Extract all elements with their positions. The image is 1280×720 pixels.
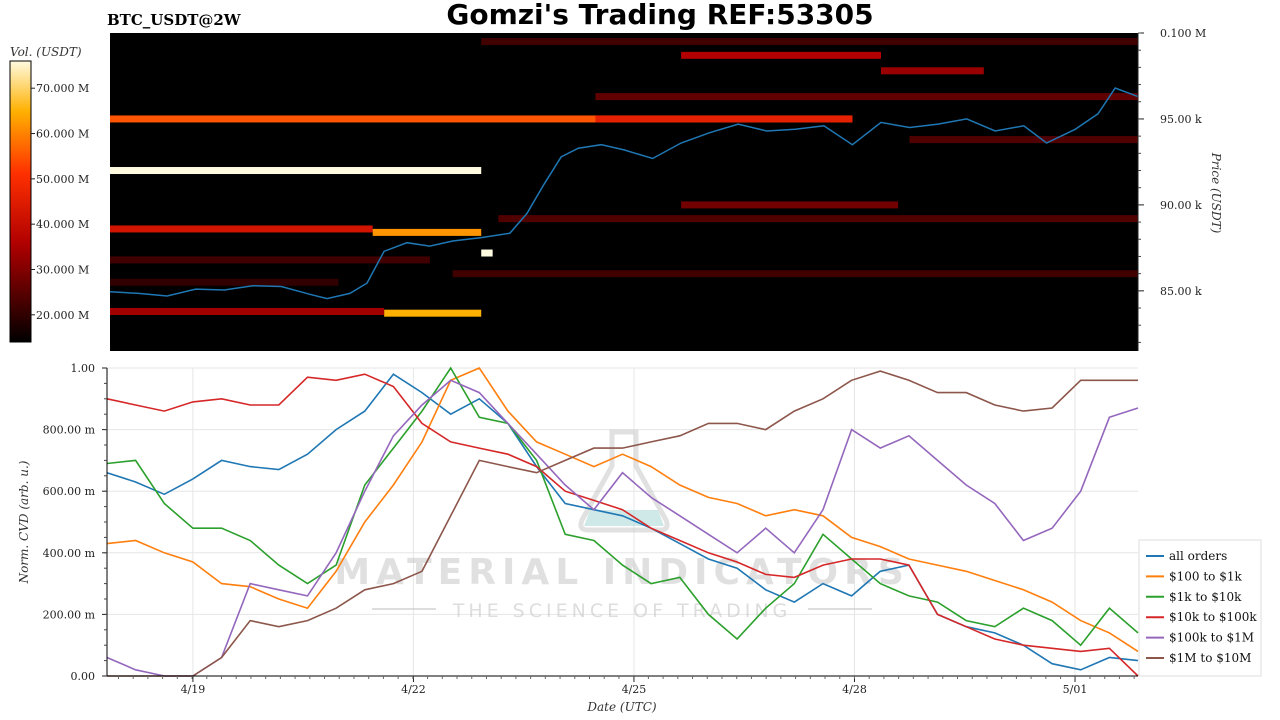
cvd-grid [107,367,1138,676]
heatmap-panel: 0.100 M 95.00 k 90.00 k 85.00 k [109,27,1206,351]
legend-label: $100 to $1k [1169,569,1242,583]
colorbar-tick-label: 70.000 M [36,82,89,95]
cvd-y-tick-label: 1.00 [71,362,96,375]
price-tick-label: 90.00 k [1160,199,1202,212]
symbol-label: BTC_USDT@2W [107,11,242,29]
price-line [109,87,1139,300]
heatmap-band [110,307,385,315]
colorbar-tick-label: 20.000 M [36,309,89,322]
legend: all orders $100 to $1k $1k to $10k $10k to … [1138,539,1262,677]
cvd-y-tick-label: 800.00 m [43,424,96,437]
cvd-x-tick-label: 4/28 [842,683,867,696]
cvd-lines [106,366,1139,677]
cvd-y-ticks: 0.00 200.00 m 400.00 m 600.00 m 800.00 m 1.00 [43,362,107,683]
watermark: MATERIAL INDICATORS THE SCIENCE OF TRADI… [334,429,904,622]
heatmap-band [881,67,984,75]
price-tick-label: 0.100 M [1160,27,1206,40]
colorbar-tick-label: 50.000 M [36,173,89,186]
cvd-x-ticks: 4/19 4/22 4/25 4/28 5/01 [117,676,1135,696]
heatmap-band [481,249,493,257]
legend-box [1138,539,1262,677]
colorbar-tick-label: 30.000 M [36,263,89,276]
heatmap-band [452,270,1139,278]
heatmap-bands [110,38,1139,317]
cvd-series-line [106,367,1139,653]
heatmap-band [595,93,1138,101]
heatmap-band [110,256,430,264]
cvd-y-axis-label: Norm. CVD (arb. u.) [17,460,31,584]
cvd-series-line [107,370,1138,677]
heatmap-band [110,115,853,123]
heatmap-band [595,115,853,123]
heatmap-background [110,33,1138,351]
heatmap-band [909,136,1138,144]
cvd-x-axis-label: Date (UTC) [586,700,656,714]
flask-logo [578,429,670,533]
colorbar-ticks: 70.000 M 60.000 M 50.000 M 40.000 M 30.000 M… [31,82,89,322]
heatmap-band [681,51,881,59]
cvd-y-tick-label: 0.00 [71,670,96,683]
legend-label: all orders [1169,549,1227,563]
colorbar-label: Vol. (USDT) [10,45,82,59]
legend-label: $10k to $100k [1169,610,1257,624]
heatmap-band [481,38,1138,46]
legend-label: $100k to $1M [1169,631,1254,645]
heatmap-price-ticks: 0.100 M 95.00 k 90.00 k 85.00 k [1138,27,1206,343]
cvd-panel: MATERIAL INDICATORS THE SCIENCE OF TRADI… [43,362,1139,696]
cvd-y-tick-label: 600.00 m [43,485,96,498]
colorbar-tick-label: 60.000 M [36,128,89,141]
legend-label: $1M to $10M [1169,651,1251,665]
heatmap-band [110,278,339,286]
price-tick-label: 95.00 k [1160,113,1202,126]
cvd-y-tick-label: 200.00 m [43,608,96,621]
price-axis-label: Price (USDT) [1209,152,1223,234]
colorbar [9,60,32,343]
cvd-x-tick-label: 4/19 [181,683,206,696]
heatmap-band [110,225,373,233]
cvd-series-line [106,379,1139,677]
cvd-series-line [106,366,1139,647]
price-tick-label: 85.00 k [1160,285,1202,298]
cvd-y-tick-label: 400.00 m [43,547,96,560]
heatmap-band [498,215,1138,223]
legend-label: $1k to $10k [1169,590,1242,604]
watermark-tagline: THE SCIENCE OF TRADING [452,600,792,622]
cvd-x-tick-label: 5/01 [1063,683,1088,696]
chart-title: Gomzi's Trading REF:53305 [446,0,873,31]
legend-items: all orders $100 to $1k $1k to $10k $10k to … [1146,549,1257,665]
cvd-x-tick-label: 4/25 [622,683,647,696]
heatmap-band [110,167,482,175]
heatmap-band [372,228,482,236]
cvd-x-tick-label: 4/22 [401,683,426,696]
heatmap-band [681,201,899,209]
cvd-series-line [106,373,1139,677]
heatmap-band [384,309,482,317]
colorbar-tick-label: 40.000 M [36,218,89,231]
